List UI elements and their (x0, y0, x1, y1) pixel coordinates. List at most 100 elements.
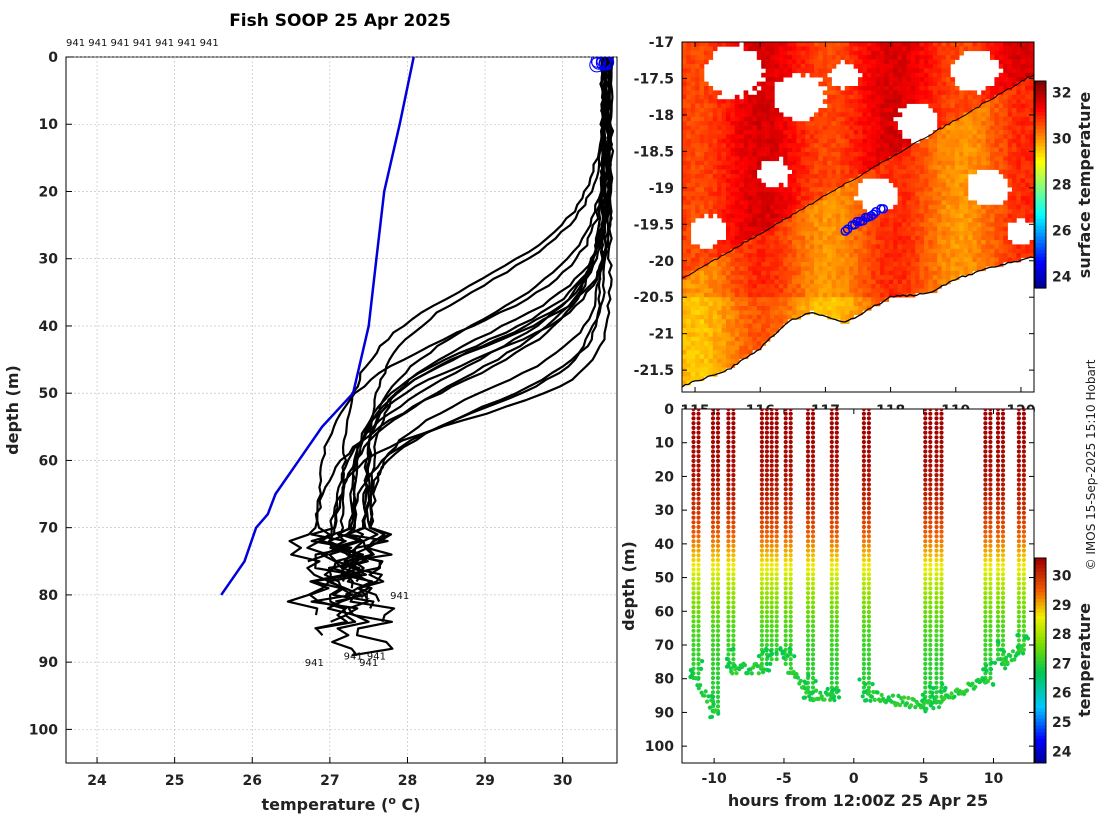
sst-cell (748, 275, 753, 280)
sst-cell (858, 257, 863, 263)
sst-cell (836, 235, 841, 241)
sst-cell (787, 191, 793, 197)
sst-cell (690, 59, 696, 65)
sst-cell (796, 284, 802, 289)
sst-cell (765, 266, 771, 272)
section-point (696, 581, 701, 586)
sst-cell (726, 297, 731, 302)
sst-cell (858, 86, 863, 91)
sst-cell (787, 152, 793, 157)
sst-cell (963, 160, 969, 166)
sst-cell (792, 253, 797, 258)
sst-cell (1007, 244, 1013, 250)
sst-cell (792, 275, 797, 280)
sst-cell (994, 152, 1000, 157)
section-point (764, 463, 770, 468)
sst-cell (726, 121, 731, 126)
sst-cell (941, 231, 947, 236)
sst-cell (792, 121, 797, 126)
sst-cell (990, 103, 995, 109)
sst-cell (704, 182, 709, 188)
sst-cell (954, 218, 960, 223)
depth-contour (682, 74, 1034, 279)
sst-cell (682, 279, 687, 285)
sst-cell (1016, 130, 1022, 135)
sst-cell (897, 165, 903, 170)
sst-cell (836, 191, 841, 197)
sst-cell (752, 169, 758, 175)
sst-cell (805, 301, 810, 307)
sst-cell (990, 240, 995, 245)
sst-cell (704, 94, 709, 100)
sst-cell (902, 86, 907, 91)
sst-cell (814, 165, 819, 170)
sst-cell (743, 138, 749, 144)
section-point (726, 628, 731, 633)
sst-cell (690, 99, 696, 104)
sst-cell (831, 314, 837, 320)
sst-cell (902, 209, 907, 214)
sst-cell (1025, 213, 1030, 219)
sst-cell (695, 310, 700, 316)
sst-cell (844, 275, 850, 280)
sst-cell (858, 178, 863, 184)
sst-cell (915, 240, 920, 245)
sst-cell (730, 134, 736, 140)
sst-cell (941, 160, 947, 166)
sst-cell (853, 284, 859, 289)
sst-cell (787, 218, 793, 223)
sst-cell (981, 42, 986, 47)
sst-cell (704, 332, 709, 338)
sst-cell (941, 196, 947, 201)
sst-cell (937, 226, 942, 232)
sst-cell (682, 182, 687, 188)
sst-cell (770, 231, 775, 236)
sst-cell (831, 165, 837, 170)
sst-cell (932, 169, 938, 175)
sst-cell (827, 143, 832, 148)
section-point (710, 553, 716, 558)
sst-cell (800, 138, 806, 144)
profile-y-tick-label: 40 (39, 319, 59, 335)
sst-cell (818, 310, 824, 316)
sst-cell (849, 108, 854, 113)
sst-cell (787, 178, 793, 184)
sst-cell (1003, 116, 1008, 122)
sst-cell (862, 125, 868, 131)
sst-cell (783, 284, 788, 289)
sst-cell (932, 152, 938, 157)
sst-cell (963, 187, 969, 192)
sst-colorbar-segment (1035, 174, 1046, 179)
sst-cell (990, 112, 995, 118)
sst-cell (690, 275, 696, 280)
sst-cell (840, 240, 846, 245)
sst-cell (880, 64, 885, 69)
sst-cell (682, 99, 687, 104)
sst-cell (809, 270, 815, 276)
sst-cell (937, 213, 942, 219)
sst-cell (827, 204, 832, 210)
sst-cell (765, 213, 771, 219)
sst-cell (734, 314, 740, 320)
sst-cell (822, 235, 828, 241)
sst-cell (972, 134, 978, 140)
sst-cell (866, 297, 872, 302)
sst-cell (994, 231, 1000, 236)
sst-cell (770, 288, 775, 294)
sst-cell (902, 138, 907, 144)
section-point (696, 595, 701, 600)
sst-cell (844, 134, 850, 140)
sst-cell (682, 240, 687, 245)
sst-cell (941, 143, 947, 148)
sst-cell (884, 279, 890, 285)
sst-cell (787, 314, 793, 320)
section-point (691, 482, 696, 487)
sst-cell (1020, 90, 1026, 96)
sst-cell (862, 121, 868, 126)
sst-cell (1016, 152, 1022, 157)
sst-cell (1012, 112, 1017, 118)
sst-cell (963, 182, 969, 188)
section-point (715, 572, 721, 577)
sst-cell (968, 125, 973, 131)
sst-cell (770, 130, 775, 135)
